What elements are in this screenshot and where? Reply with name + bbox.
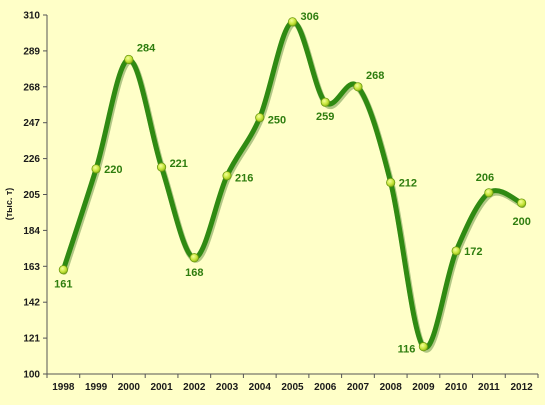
x-tick-label: 2000 (118, 382, 141, 393)
data-label: 206 (476, 172, 494, 184)
series-line (60, 19, 526, 353)
data-point (353, 82, 363, 92)
y-tick-label: 247 (23, 118, 40, 129)
data-point (320, 97, 330, 107)
data-point (156, 162, 167, 172)
x-tick-label: 2005 (281, 382, 304, 393)
data-labels: 161 220 284 221 168 216 250 306 259 268 212 116 172 2… (54, 11, 531, 356)
x-tick-label: 2004 (249, 382, 272, 393)
x-axis-ticks: 1998 1999 2000 2001 2002 2003 2004 2005 2006 2007… (46, 374, 539, 393)
data-point (484, 188, 494, 198)
y-tick-label: 142 (23, 298, 40, 309)
y-tick-label: 121 (23, 334, 40, 345)
data-point (255, 112, 265, 123)
y-tick-label: 226 (23, 154, 40, 165)
data-point (189, 253, 199, 263)
data-point (517, 198, 527, 208)
data-label: 268 (366, 70, 384, 82)
data-label: 220 (104, 164, 122, 176)
data-label: 200 (512, 216, 530, 228)
data-label: 259 (316, 111, 334, 123)
y-tick-label: 310 (23, 11, 40, 22)
y-tick-label: 163 (23, 262, 40, 273)
data-label: 306 (301, 11, 319, 23)
data-point (418, 342, 429, 352)
data-point (124, 54, 134, 65)
series-line-path (60, 19, 525, 351)
y-tick-label: 268 (23, 82, 40, 93)
x-tick-label: 2006 (314, 382, 337, 393)
y-tick-label: 100 (23, 370, 40, 381)
x-tick-label: 1999 (85, 382, 108, 393)
data-label: 161 (54, 279, 72, 291)
y-axis-label: (тыс. т) (4, 188, 14, 221)
data-label: 172 (464, 246, 482, 258)
x-tick-label: 1998 (52, 382, 75, 393)
series-line-shadow (61, 20, 526, 353)
x-tick-label: 2012 (511, 382, 534, 393)
data-point (386, 177, 396, 188)
data-label: 216 (235, 173, 253, 185)
y-tick-label: 205 (23, 190, 40, 201)
data-label: 212 (399, 178, 417, 190)
x-tick-label: 2007 (347, 382, 370, 393)
data-label: 116 (398, 344, 416, 356)
data-label: 250 (268, 115, 286, 127)
data-label: 221 (170, 158, 188, 170)
x-tick-label: 2003 (216, 382, 239, 393)
x-tick-label: 2008 (380, 382, 403, 393)
y-tick-label: 184 (23, 226, 40, 237)
data-point (222, 171, 232, 181)
data-point (287, 17, 298, 27)
data-point (91, 164, 101, 174)
x-tick-label: 2002 (183, 382, 206, 393)
y-tick-label: 289 (23, 46, 40, 57)
x-tick-label: 2011 (478, 382, 500, 393)
x-tick-label: 2010 (445, 382, 468, 393)
x-tick-label: 2009 (412, 382, 435, 393)
data-label: 284 (137, 42, 156, 54)
data-point (451, 246, 461, 256)
data-markers (58, 17, 527, 352)
data-label: 168 (185, 267, 203, 279)
data-point (58, 265, 68, 275)
y-axis-ticks: 100 121 142 163 184 205 226 247 268 289 310 (23, 11, 47, 381)
x-tick-label: 2001 (150, 382, 173, 393)
